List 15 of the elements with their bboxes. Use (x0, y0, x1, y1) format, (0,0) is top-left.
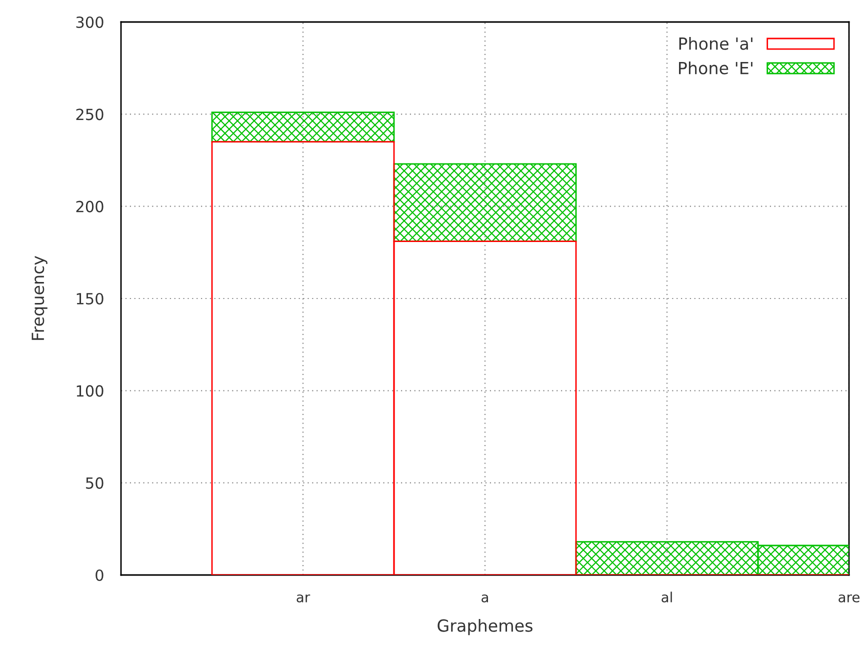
x-tick-label: a (482, 594, 488, 602)
y-tick-label: 50 (86, 477, 104, 489)
y-tick-label: 150 (76, 292, 104, 305)
x-axis-title: Graphemes (438, 618, 532, 636)
y-axis-title: Frequency (32, 256, 48, 340)
y-tick-label: 100 (76, 385, 104, 397)
x-tick-label: are (838, 594, 860, 602)
y-tick-label: 200 (76, 200, 104, 212)
legend-label: Phone 'a' (679, 37, 752, 50)
y-tick-label: 250 (76, 108, 104, 120)
x-tick-label: al (662, 592, 672, 602)
y-tick-label: 300 (76, 16, 104, 28)
x-tick-label: ar (296, 594, 310, 602)
legend-label: Phone 'E' (679, 61, 752, 74)
y-tick-label: 0 (96, 569, 104, 582)
